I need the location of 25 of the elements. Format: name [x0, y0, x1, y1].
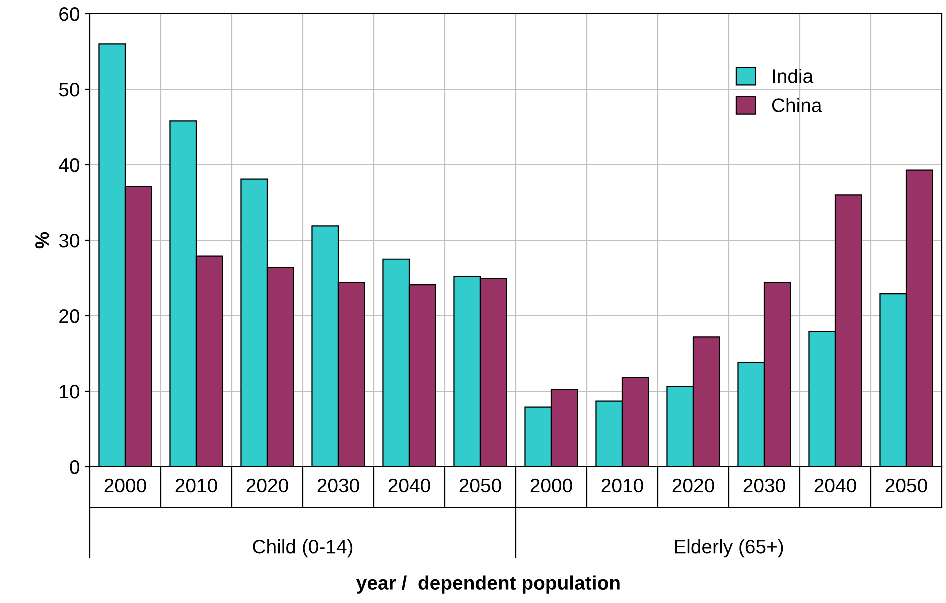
legend-label: China [772, 98, 822, 112]
legend-label: India [773, 69, 814, 84]
y-tick-label: 10 [60, 384, 80, 399]
x-tick-label: 2040 [814, 478, 856, 493]
text: Elderly (65+) [675, 539, 784, 558]
x-axis-title: year / dependent population [356, 576, 620, 594]
y-tick-label: 50 [59, 82, 80, 97]
x-tick-label: 2010 [602, 478, 644, 493]
y-tick-label: 60 [60, 7, 80, 22]
x-tick-label: 2030 [744, 478, 786, 493]
x-tick-label: 2000 [530, 478, 572, 493]
x-tick-label: 2050 [460, 478, 502, 493]
y-axis-title: % [36, 232, 50, 249]
x-tick-label: 2040 [388, 478, 430, 493]
x-tick-label: 2020 [672, 478, 714, 493]
y-tick-label: 20 [60, 309, 80, 324]
x-tick-label: 2020 [246, 478, 288, 493]
x-tick-label: 2000 [104, 478, 146, 493]
x-tick-label: 2030 [318, 478, 360, 493]
y-tick-label: 0 [70, 460, 80, 474]
text: Child (0-14) [253, 539, 353, 558]
x-tick-label: 2010 [176, 478, 218, 493]
y-tick-label: 30 [59, 234, 80, 248]
x-tick-label: 2050 [886, 478, 928, 493]
y-tick-label: 40 [59, 158, 80, 172]
